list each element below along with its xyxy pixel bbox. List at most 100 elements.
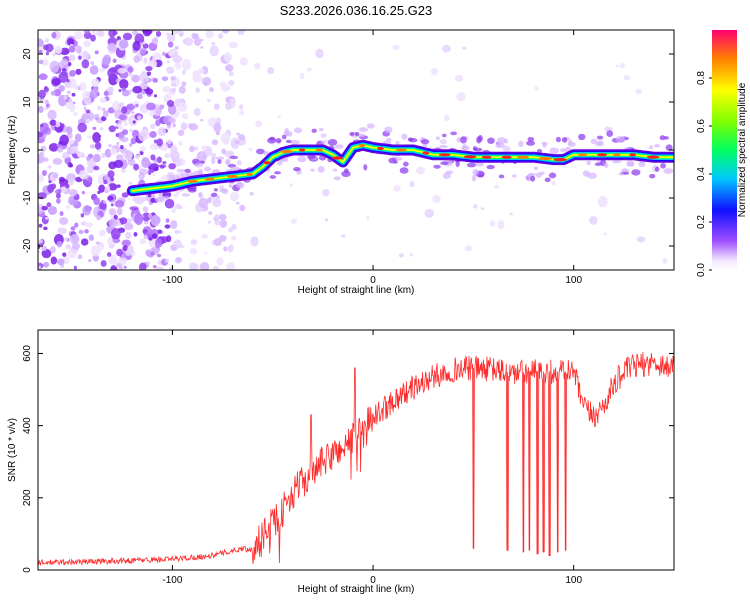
noise-blob	[87, 135, 92, 139]
ridge-haze-blob	[460, 136, 467, 144]
noise-blob	[139, 42, 144, 46]
noise-blob	[110, 228, 121, 240]
noise-blob	[155, 266, 164, 270]
noise-blob	[80, 154, 85, 159]
noise-blob	[66, 37, 75, 46]
ridge-haze-blob	[230, 166, 240, 172]
noise-blob	[43, 44, 49, 51]
noise-blob	[121, 87, 126, 92]
noise-blob	[454, 74, 464, 82]
noise-blob	[108, 208, 117, 216]
ridge-haze-blob	[603, 162, 609, 168]
noise-blob	[132, 30, 139, 36]
ridge-haze-blob	[665, 144, 673, 151]
noise-blob	[69, 70, 77, 77]
noise-blob	[68, 45, 76, 53]
noise-blob	[131, 111, 135, 115]
noise-blob	[365, 216, 370, 220]
ridge-haze-blob	[229, 155, 239, 160]
noise-blob	[58, 84, 66, 92]
snr-y-tick-label: 600	[22, 345, 33, 362]
noise-blob	[103, 200, 107, 204]
ridge-peak	[422, 151, 430, 155]
ridge-haze-blob	[433, 164, 441, 169]
ridge-peak	[613, 153, 621, 157]
noise-blob	[188, 123, 193, 128]
noise-blob	[77, 55, 82, 60]
noise-blob	[98, 184, 106, 193]
colorbar-tick-label: 0.8	[696, 71, 707, 85]
ridge-haze-blob	[495, 143, 505, 149]
noise-blob	[250, 236, 259, 247]
noise-blob	[80, 213, 85, 218]
ridge-haze-blob	[631, 169, 641, 176]
noise-blob	[152, 77, 158, 83]
noise-blob	[597, 195, 608, 208]
noise-blob	[176, 30, 183, 35]
noise-blob	[228, 98, 235, 103]
noise-blob	[83, 40, 91, 47]
noise-blob	[166, 60, 170, 64]
noise-blob	[166, 124, 172, 129]
noise-blob	[123, 265, 127, 269]
noise-blob	[198, 192, 203, 198]
noise-blob	[56, 258, 65, 266]
noise-blob	[238, 134, 246, 141]
ridge-haze-blob	[559, 148, 567, 153]
spectrogram-ridge	[126, 139, 674, 197]
noise-blob	[49, 119, 57, 126]
snr-x-tick-label: -100	[162, 575, 182, 586]
noise-blob	[174, 229, 180, 235]
noise-blob	[64, 80, 71, 89]
ridge-peak	[263, 161, 271, 165]
noise-blob	[136, 93, 143, 100]
noise-blob	[107, 195, 114, 201]
noise-blob	[73, 265, 77, 270]
noise-blob	[168, 266, 173, 270]
ridge-haze-blob	[215, 156, 225, 160]
noise-blob	[41, 248, 52, 259]
noise-blob	[59, 186, 68, 192]
noise-blob	[289, 183, 294, 187]
noise-blob	[66, 126, 73, 135]
noise-blob	[38, 174, 45, 183]
noise-blob	[97, 105, 101, 111]
noise-blob	[172, 123, 176, 128]
noise-blob	[424, 208, 435, 218]
noise-blob	[52, 53, 57, 56]
noise-blob	[182, 69, 186, 75]
noise-blob	[152, 173, 156, 177]
ridge-haze-blob	[148, 168, 155, 173]
noise-blob	[135, 103, 139, 108]
noise-blob	[218, 214, 227, 221]
noise-blob	[150, 214, 161, 226]
noise-blob	[290, 218, 298, 224]
ridge-peak	[646, 155, 660, 159]
noise-blob	[50, 256, 58, 265]
spectrogram-x-tick-label: 100	[565, 275, 582, 286]
noise-blob	[174, 194, 178, 197]
noise-blob	[81, 190, 85, 195]
noise-blob	[65, 244, 71, 250]
noise-blob	[116, 184, 121, 188]
ridge-haze-blob	[476, 136, 482, 144]
ridge-haze-blob	[518, 140, 524, 148]
noise-blob	[214, 219, 221, 226]
ridge-haze-blob	[511, 174, 517, 178]
noise-blob	[68, 54, 76, 62]
noise-blob	[114, 200, 125, 208]
ridge-haze-blob	[188, 188, 197, 193]
ridge-peak	[395, 148, 407, 152]
ridge-peak	[331, 156, 344, 160]
noise-blob	[80, 221, 87, 226]
ridge-haze-blob	[388, 157, 397, 164]
noise-blob	[164, 258, 170, 264]
ridge-peak	[187, 179, 198, 183]
noise-blob	[143, 220, 149, 225]
noise-blob	[60, 123, 65, 128]
noise-blob	[74, 222, 79, 228]
noise-blob	[98, 229, 106, 237]
noise-blob	[83, 106, 87, 111]
ridge-haze-blob	[663, 136, 669, 140]
